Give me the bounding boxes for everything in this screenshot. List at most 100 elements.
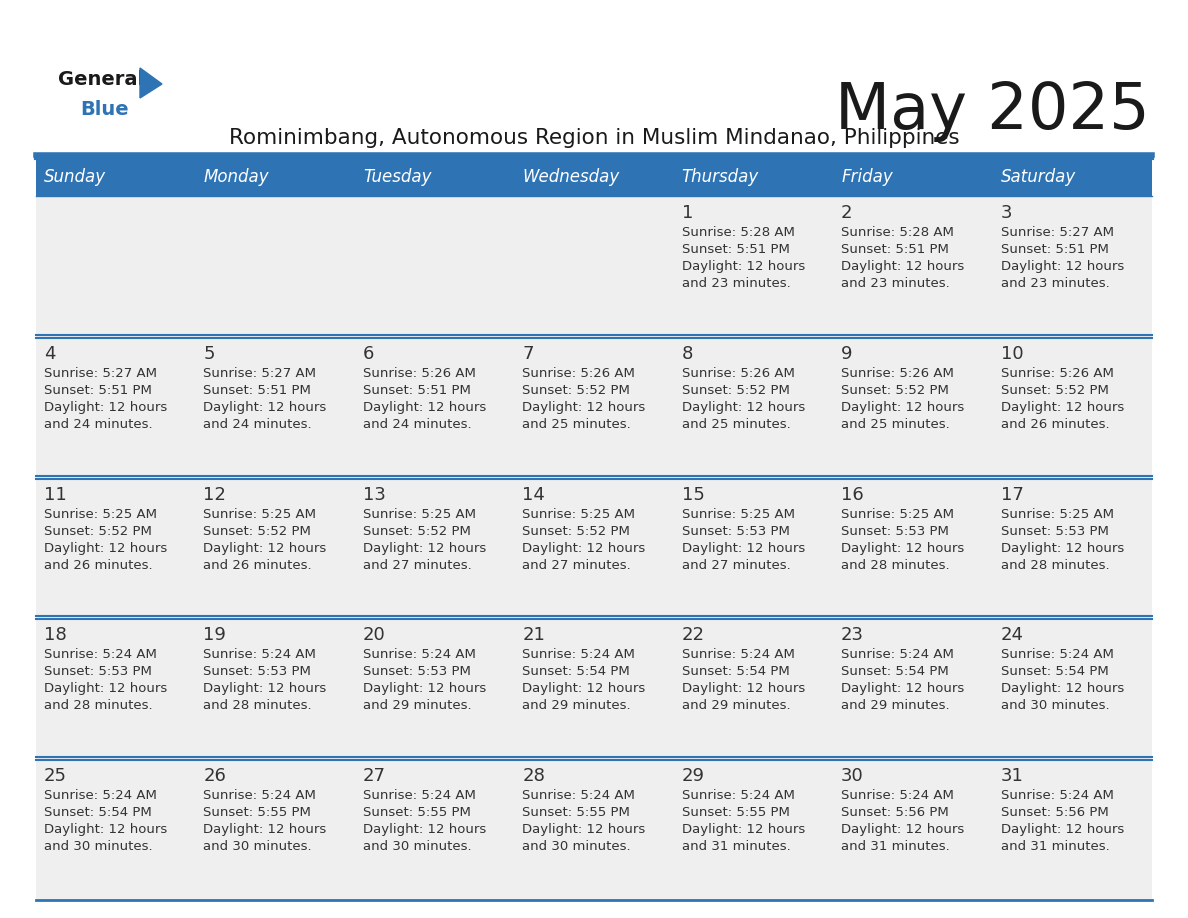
Text: 1: 1 <box>682 204 693 222</box>
Text: 27: 27 <box>362 767 386 785</box>
Text: Sunset: 5:56 PM: Sunset: 5:56 PM <box>1000 806 1108 819</box>
Text: Daylight: 12 hours: Daylight: 12 hours <box>1000 401 1124 414</box>
Text: Tuesday: Tuesday <box>362 168 431 186</box>
Text: Sunrise: 5:24 AM: Sunrise: 5:24 AM <box>682 648 795 661</box>
Text: Sunset: 5:53 PM: Sunset: 5:53 PM <box>682 524 790 538</box>
Text: and 28 minutes.: and 28 minutes. <box>44 700 152 712</box>
Text: Sunset: 5:55 PM: Sunset: 5:55 PM <box>682 806 790 819</box>
Text: Sunset: 5:51 PM: Sunset: 5:51 PM <box>203 384 311 397</box>
Text: Sunrise: 5:25 AM: Sunrise: 5:25 AM <box>682 508 795 521</box>
Bar <box>36 477 1152 619</box>
Text: Sunrise: 5:26 AM: Sunrise: 5:26 AM <box>682 367 795 380</box>
Text: and 28 minutes.: and 28 minutes. <box>1000 558 1110 572</box>
Text: and 29 minutes.: and 29 minutes. <box>362 700 472 712</box>
Text: Daylight: 12 hours: Daylight: 12 hours <box>523 682 645 696</box>
Text: Rominimbang, Autonomous Region in Muslim Mindanao, Philippines: Rominimbang, Autonomous Region in Muslim… <box>228 128 960 148</box>
Text: and 26 minutes.: and 26 minutes. <box>44 558 152 572</box>
Text: Sunrise: 5:24 AM: Sunrise: 5:24 AM <box>682 789 795 802</box>
Text: 11: 11 <box>44 486 67 504</box>
Text: Sunset: 5:53 PM: Sunset: 5:53 PM <box>841 524 949 538</box>
Text: and 30 minutes.: and 30 minutes. <box>203 840 312 853</box>
Text: and 25 minutes.: and 25 minutes. <box>841 418 950 431</box>
Text: Sunset: 5:55 PM: Sunset: 5:55 PM <box>523 806 630 819</box>
Text: Sunset: 5:52 PM: Sunset: 5:52 PM <box>1000 384 1108 397</box>
Text: Sunrise: 5:25 AM: Sunrise: 5:25 AM <box>841 508 954 521</box>
Text: Wednesday: Wednesday <box>523 168 619 186</box>
Text: Daylight: 12 hours: Daylight: 12 hours <box>44 682 168 696</box>
Text: 22: 22 <box>682 626 704 644</box>
Text: Sunrise: 5:24 AM: Sunrise: 5:24 AM <box>841 789 954 802</box>
Text: Daylight: 12 hours: Daylight: 12 hours <box>1000 823 1124 836</box>
Text: 29: 29 <box>682 767 704 785</box>
Text: Saturday: Saturday <box>1000 168 1076 186</box>
Text: Sunrise: 5:26 AM: Sunrise: 5:26 AM <box>523 367 636 380</box>
Text: Daylight: 12 hours: Daylight: 12 hours <box>203 401 327 414</box>
Text: Daylight: 12 hours: Daylight: 12 hours <box>44 823 168 836</box>
Text: 2: 2 <box>841 204 853 222</box>
Text: 25: 25 <box>44 767 67 785</box>
Text: 19: 19 <box>203 626 226 644</box>
Text: Daylight: 12 hours: Daylight: 12 hours <box>841 260 965 273</box>
Text: 23: 23 <box>841 626 864 644</box>
Text: Sunrise: 5:25 AM: Sunrise: 5:25 AM <box>1000 508 1113 521</box>
Text: Sunset: 5:53 PM: Sunset: 5:53 PM <box>362 666 470 678</box>
Text: Sunrise: 5:24 AM: Sunrise: 5:24 AM <box>203 648 316 661</box>
Text: Daylight: 12 hours: Daylight: 12 hours <box>523 401 645 414</box>
Text: Sunset: 5:53 PM: Sunset: 5:53 PM <box>203 666 311 678</box>
Text: Daylight: 12 hours: Daylight: 12 hours <box>523 823 645 836</box>
Text: 10: 10 <box>1000 345 1023 363</box>
Text: 26: 26 <box>203 767 226 785</box>
Text: Daylight: 12 hours: Daylight: 12 hours <box>1000 260 1124 273</box>
Text: Sunset: 5:54 PM: Sunset: 5:54 PM <box>44 806 152 819</box>
Text: Sunrise: 5:24 AM: Sunrise: 5:24 AM <box>362 648 475 661</box>
Text: Daylight: 12 hours: Daylight: 12 hours <box>682 823 805 836</box>
Text: Sunset: 5:51 PM: Sunset: 5:51 PM <box>44 384 152 397</box>
Text: 24: 24 <box>1000 626 1024 644</box>
Text: 7: 7 <box>523 345 533 363</box>
Text: Daylight: 12 hours: Daylight: 12 hours <box>682 542 805 554</box>
Text: and 31 minutes.: and 31 minutes. <box>682 840 790 853</box>
Text: Sunset: 5:51 PM: Sunset: 5:51 PM <box>1000 243 1108 256</box>
Text: and 24 minutes.: and 24 minutes. <box>44 418 152 431</box>
Text: Sunset: 5:51 PM: Sunset: 5:51 PM <box>841 243 949 256</box>
Text: Daylight: 12 hours: Daylight: 12 hours <box>841 542 965 554</box>
Text: Sunrise: 5:27 AM: Sunrise: 5:27 AM <box>203 367 316 380</box>
Text: Sunrise: 5:25 AM: Sunrise: 5:25 AM <box>523 508 636 521</box>
Text: and 30 minutes.: and 30 minutes. <box>523 840 631 853</box>
Text: Daylight: 12 hours: Daylight: 12 hours <box>841 823 965 836</box>
Polygon shape <box>140 68 162 98</box>
Text: and 31 minutes.: and 31 minutes. <box>841 840 950 853</box>
Text: Sunrise: 5:27 AM: Sunrise: 5:27 AM <box>1000 226 1113 239</box>
Text: Sunrise: 5:27 AM: Sunrise: 5:27 AM <box>44 367 157 380</box>
Text: Sunrise: 5:24 AM: Sunrise: 5:24 AM <box>1000 648 1113 661</box>
Text: Sunrise: 5:28 AM: Sunrise: 5:28 AM <box>841 226 954 239</box>
Bar <box>36 619 1152 759</box>
Text: and 27 minutes.: and 27 minutes. <box>682 558 790 572</box>
Text: Sunset: 5:55 PM: Sunset: 5:55 PM <box>362 806 470 819</box>
Text: and 23 minutes.: and 23 minutes. <box>682 277 790 290</box>
Text: 14: 14 <box>523 486 545 504</box>
Text: Daylight: 12 hours: Daylight: 12 hours <box>841 401 965 414</box>
Text: Sunset: 5:52 PM: Sunset: 5:52 PM <box>682 384 790 397</box>
Text: 8: 8 <box>682 345 693 363</box>
Text: Sunrise: 5:25 AM: Sunrise: 5:25 AM <box>203 508 316 521</box>
Text: Sunrise: 5:24 AM: Sunrise: 5:24 AM <box>523 648 636 661</box>
Text: 15: 15 <box>682 486 704 504</box>
Text: Sunrise: 5:24 AM: Sunrise: 5:24 AM <box>1000 789 1113 802</box>
Text: and 24 minutes.: and 24 minutes. <box>362 418 472 431</box>
Text: and 29 minutes.: and 29 minutes. <box>523 700 631 712</box>
Text: 12: 12 <box>203 486 226 504</box>
Text: 18: 18 <box>44 626 67 644</box>
Text: Daylight: 12 hours: Daylight: 12 hours <box>362 542 486 554</box>
Text: Sunset: 5:56 PM: Sunset: 5:56 PM <box>841 806 949 819</box>
Bar <box>36 196 1152 337</box>
Text: Daylight: 12 hours: Daylight: 12 hours <box>44 401 168 414</box>
Text: May 2025: May 2025 <box>835 80 1150 142</box>
Text: 9: 9 <box>841 345 853 363</box>
Bar <box>36 759 1152 900</box>
Text: and 27 minutes.: and 27 minutes. <box>362 558 472 572</box>
Text: Sunset: 5:52 PM: Sunset: 5:52 PM <box>841 384 949 397</box>
Text: Sunrise: 5:28 AM: Sunrise: 5:28 AM <box>682 226 795 239</box>
Text: and 28 minutes.: and 28 minutes. <box>203 700 312 712</box>
Text: and 28 minutes.: and 28 minutes. <box>841 558 949 572</box>
